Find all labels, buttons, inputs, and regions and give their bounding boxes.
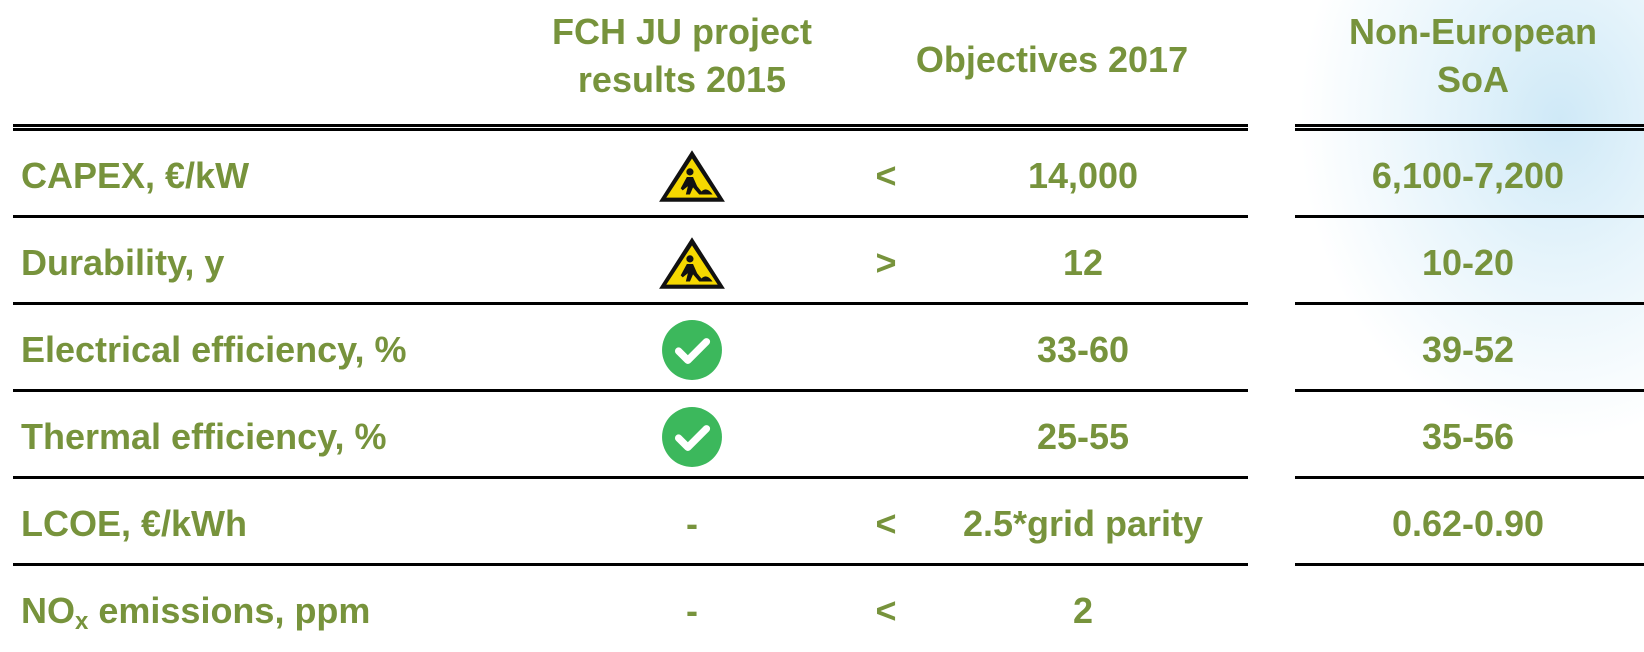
row-rule	[1295, 476, 1644, 479]
soa: 39-52	[1421, 328, 1515, 370]
check-icon	[661, 406, 723, 468]
soa: 6,100-7,200	[1371, 154, 1565, 196]
objective: 33-60	[1036, 328, 1130, 370]
result: -	[686, 589, 698, 631]
objective: 12	[1062, 241, 1104, 283]
soa: 10-20	[1421, 241, 1515, 283]
objective: 14,000	[1027, 154, 1139, 196]
objective: 2.5*grid parity	[962, 502, 1204, 544]
result: -	[686, 502, 698, 544]
row-label: CAPEX, €/kW	[21, 154, 250, 196]
comparator: <	[875, 589, 897, 631]
icon	[661, 319, 723, 381]
row-label: Electrical efficiency, %	[21, 328, 407, 370]
header-rule	[13, 124, 1248, 131]
row-label: Thermal efficiency, %	[21, 415, 387, 457]
header-rule	[1295, 124, 1644, 131]
row-rule	[1295, 302, 1644, 305]
row-rule	[13, 476, 1248, 479]
warning-icon	[656, 147, 728, 205]
soa: 0.62-0.90	[1391, 502, 1545, 544]
icon	[656, 234, 728, 292]
icon	[656, 147, 728, 205]
label-subscript: x	[75, 607, 89, 635]
row-label: Durability, y	[21, 241, 225, 283]
row-rule	[13, 563, 1248, 566]
warning-icon	[656, 234, 728, 292]
row-rule	[1295, 389, 1644, 392]
header-soa: Non-European SoA	[1349, 11, 1597, 100]
label-rest: emissions, ppm	[88, 589, 371, 631]
objective: 25-55	[1036, 415, 1130, 457]
comparator: >	[875, 241, 897, 283]
row-label: NOx emissions, ppm	[21, 589, 371, 635]
row-rule	[13, 389, 1248, 392]
header-results: FCH JU project results 2015	[551, 11, 813, 100]
row-rule	[1295, 563, 1644, 566]
check-icon	[661, 319, 723, 381]
row-rule	[13, 302, 1248, 305]
icon	[661, 406, 723, 468]
comparator: <	[875, 502, 897, 544]
label-main: NO	[21, 589, 75, 631]
header-objectives: Objectives 2017	[915, 39, 1189, 80]
objective: 2	[1072, 589, 1094, 631]
row-rule	[13, 215, 1248, 218]
row-rule	[1295, 215, 1644, 218]
soa: 35-56	[1421, 415, 1515, 457]
comparator: <	[875, 154, 897, 196]
row-label: LCOE, €/kWh	[21, 502, 248, 544]
